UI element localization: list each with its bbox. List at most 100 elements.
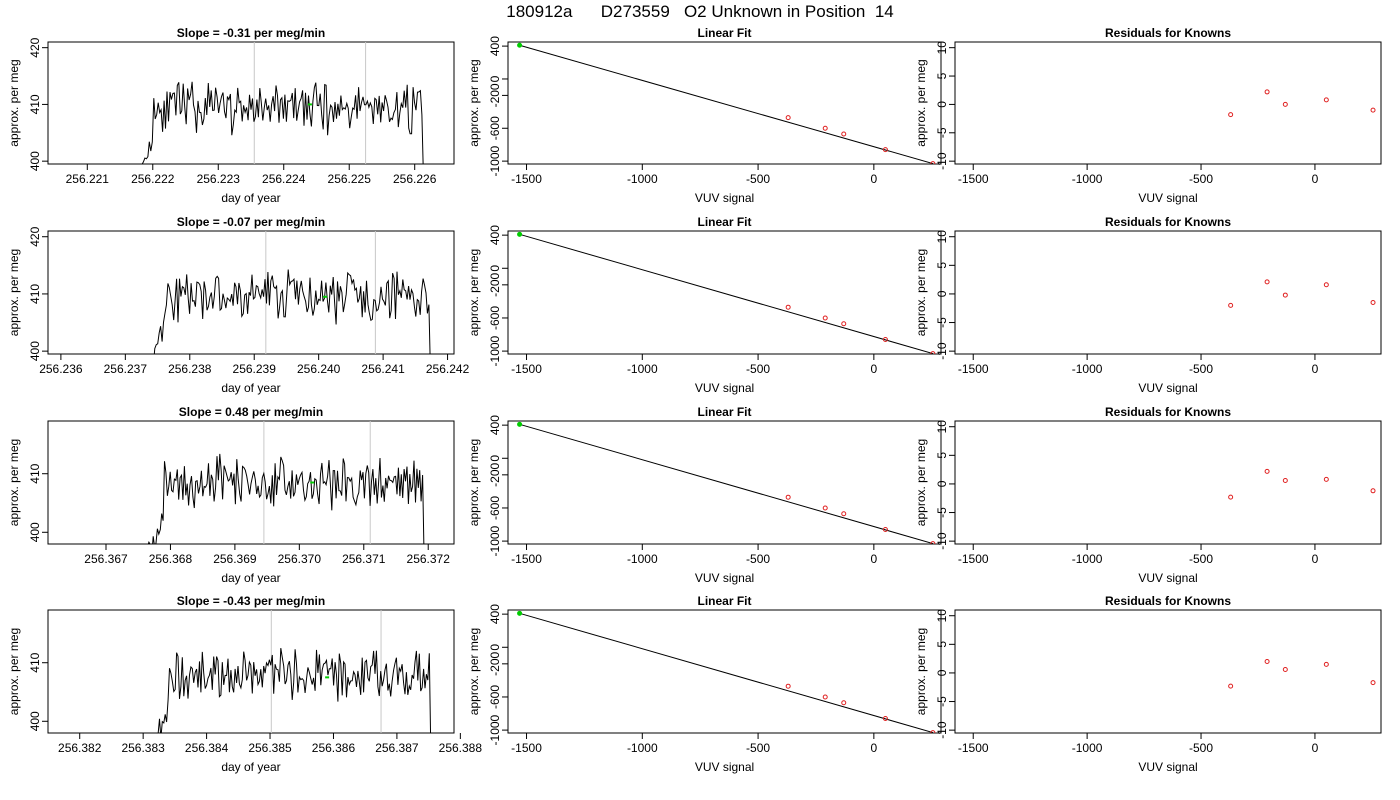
x-axis-label: VUV signal — [695, 760, 754, 774]
y-tick-label: 0 — [488, 75, 502, 82]
known-point — [930, 161, 936, 164]
chart-panel-2: Linear Fit-1500 -1000 -500 0-1000-600-20004… — [467, 26, 942, 205]
y-tick-label: -600 — [488, 496, 502, 520]
known-point — [1282, 477, 1288, 483]
y-tick-label: -1000 — [488, 335, 502, 366]
chart-panel-8: Linear Fit-1500 -1000 -500 0-1000-600-20004… — [467, 405, 942, 585]
known-point — [822, 505, 828, 511]
x-tick-label: 256.386 — [312, 741, 356, 755]
fit-line — [519, 233, 934, 354]
x-tick-label: 256.226 — [393, 172, 437, 186]
known-point — [841, 131, 847, 137]
chart-panel-12: Residuals for Knowns -1500 -1000 -500 0 -10 -5… — [914, 594, 1382, 774]
series-line — [153, 269, 431, 354]
fit-line — [519, 423, 934, 544]
chart-panel-9: Residuals for Knowns -1500 -1000 -500 0 -10 -5… — [914, 405, 1382, 585]
x-tick-label: 0 — [871, 741, 878, 755]
plot-frame — [507, 41, 942, 165]
y-tick-label: -600 — [488, 306, 502, 330]
y-tick-label: 400 — [28, 341, 42, 361]
known-point — [882, 527, 888, 533]
panel-title: Slope = 0.48 per meg/min — [179, 405, 323, 419]
x-axis-label: VUV signal — [695, 381, 754, 395]
known-point — [1282, 666, 1288, 672]
known-point — [822, 125, 828, 131]
known-point — [1370, 107, 1376, 113]
y-tick-label: -1000 — [488, 525, 502, 556]
known-point — [785, 683, 791, 689]
panel-title: Slope = -0.31 per meg/min — [177, 26, 325, 40]
known-point — [1282, 101, 1288, 107]
plot-area — [517, 42, 936, 164]
known-point — [1264, 658, 1270, 664]
chart-panel-1: Slope = -0.31 per meg/min 256.221 256.222 2… — [7, 26, 455, 205]
x-tick-label: 256.222 — [131, 172, 175, 186]
x-tick-label: -1000 — [627, 741, 658, 755]
y-axis-label: approx. per meg — [467, 59, 481, 146]
x-tick-label: 256.382 — [58, 741, 102, 755]
chart-panel-5: Linear Fit-1500 -1000 -500 0-1000-600-20004… — [467, 215, 942, 395]
x-tick-label: 256.370 — [278, 552, 322, 566]
y-tick-label: 410 — [28, 94, 42, 114]
x-tick-label: -1000 — [1072, 552, 1103, 566]
x-axis-label: VUV signal — [695, 191, 754, 205]
y-tick-label: 400 — [488, 415, 502, 435]
plot-area — [147, 421, 425, 544]
y-tick-label: -5 — [935, 696, 949, 707]
panel-title: Slope = -0.43 per meg/min — [177, 594, 325, 608]
y-axis-label: approx. per meg — [914, 628, 928, 715]
x-tick-label: -1500 — [958, 552, 989, 566]
y-axis-label: approx. per meg — [7, 59, 21, 146]
x-tick-label: 256.371 — [342, 552, 386, 566]
known-point — [882, 147, 888, 153]
x-tick-label: -1000 — [1072, 172, 1103, 186]
y-tick-label: -200 — [488, 273, 502, 297]
y-tick-label: 0 — [935, 101, 949, 108]
panel-title: Slope = -0.07 per meg/min — [177, 215, 325, 229]
x-tick-label: -1500 — [958, 362, 989, 376]
y-tick-label: 10 — [935, 609, 949, 623]
x-tick-label: 256.242 — [426, 362, 470, 376]
plot-area — [138, 42, 424, 164]
plot-area — [153, 231, 431, 354]
y-axis-label: approx. per meg — [914, 59, 928, 146]
x-tick-label: 256.388 — [439, 741, 483, 755]
known-point — [1228, 302, 1234, 308]
unknown-point — [517, 231, 523, 237]
known-point — [1228, 494, 1234, 500]
plot-frame — [507, 609, 942, 734]
plot-frame — [507, 230, 942, 355]
chart-panel-6: Residuals for Knowns -1500 -1000 -500 0 -10 -5… — [914, 215, 1382, 395]
x-tick-label: 256.383 — [121, 741, 165, 755]
x-axis-label: VUV signal — [1138, 191, 1197, 205]
x-tick-label: -1500 — [511, 552, 542, 566]
y-axis-label: approx. per meg — [914, 249, 928, 336]
y-tick-label: 400 — [488, 604, 502, 624]
plot-area — [517, 610, 936, 733]
figure-title: 180912a D273559 O2 Unknown in Position 1… — [506, 2, 894, 21]
y-tick-label: 410 — [28, 284, 42, 304]
known-point — [785, 115, 791, 121]
plot-frame — [47, 420, 455, 545]
y-axis-label: approx. per meg — [7, 628, 21, 715]
panel-title: Linear Fit — [697, 405, 751, 419]
y-tick-label: 410 — [28, 652, 42, 672]
y-tick-label: -5 — [935, 127, 949, 138]
y-axis-label: approx. per meg — [7, 249, 21, 336]
plot-area — [517, 421, 936, 544]
x-tick-label: -1000 — [627, 552, 658, 566]
chart-panel-10: Slope = -0.43 per meg/min 256.382 256.383 2… — [7, 594, 483, 774]
unknown-point — [517, 421, 523, 427]
y-tick-label: 400 — [488, 225, 502, 245]
chart-panel-11: Linear Fit-1500 -1000 -500 0-1000-600-20004… — [467, 594, 942, 774]
y-tick-label: 400 — [28, 522, 42, 542]
known-point — [1323, 661, 1329, 667]
x-tick-label: 0 — [1312, 552, 1319, 566]
x-axis-label: VUV signal — [1138, 381, 1197, 395]
known-point — [1323, 476, 1329, 482]
known-point — [1323, 282, 1329, 288]
known-point — [930, 351, 936, 354]
known-point — [1370, 680, 1376, 686]
series-line — [147, 453, 425, 544]
